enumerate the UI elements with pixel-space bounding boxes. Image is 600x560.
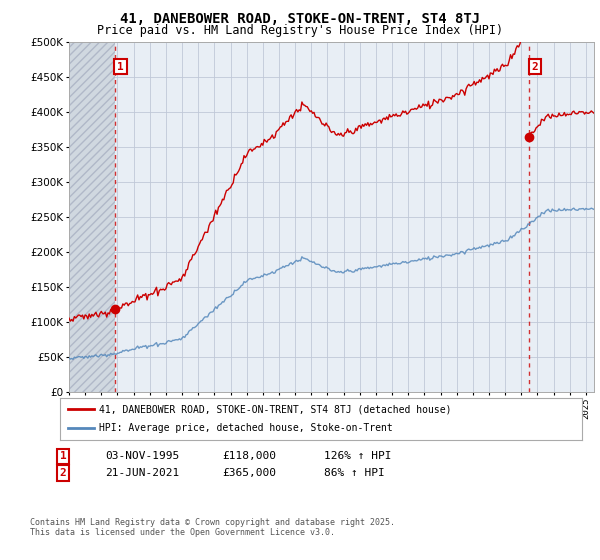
Text: HPI: Average price, detached house, Stoke-on-Trent: HPI: Average price, detached house, Stok…: [99, 423, 393, 433]
Text: 1: 1: [59, 451, 67, 461]
Text: 03-NOV-1995: 03-NOV-1995: [105, 451, 179, 461]
Text: 41, DANEBOWER ROAD, STOKE-ON-TRENT, ST4 8TJ: 41, DANEBOWER ROAD, STOKE-ON-TRENT, ST4 …: [120, 12, 480, 26]
Bar: [69, 42, 115, 392]
Text: £118,000: £118,000: [222, 451, 276, 461]
Text: 21-JUN-2021: 21-JUN-2021: [105, 468, 179, 478]
Text: Price paid vs. HM Land Registry's House Price Index (HPI): Price paid vs. HM Land Registry's House …: [97, 24, 503, 36]
Text: 1: 1: [117, 62, 124, 72]
Text: 126% ↑ HPI: 126% ↑ HPI: [324, 451, 392, 461]
Text: £365,000: £365,000: [222, 468, 276, 478]
Text: 2: 2: [532, 62, 538, 72]
Text: 86% ↑ HPI: 86% ↑ HPI: [324, 468, 385, 478]
Text: 41, DANEBOWER ROAD, STOKE-ON-TRENT, ST4 8TJ (detached house): 41, DANEBOWER ROAD, STOKE-ON-TRENT, ST4 …: [99, 404, 452, 414]
Text: 2: 2: [59, 468, 67, 478]
Text: Contains HM Land Registry data © Crown copyright and database right 2025.
This d: Contains HM Land Registry data © Crown c…: [30, 518, 395, 538]
